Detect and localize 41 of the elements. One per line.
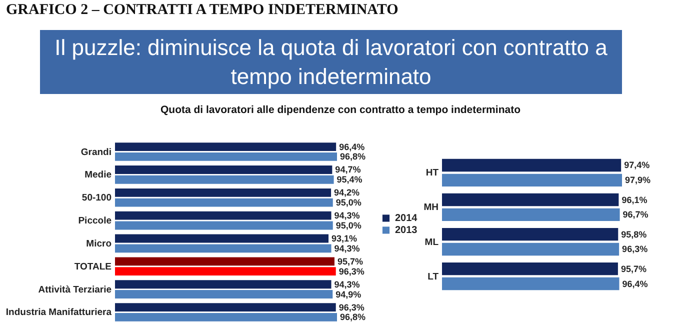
y-tick-label: MH [424, 202, 439, 214]
y-tick-label: Attività Terziarie [38, 284, 112, 296]
legend-label: 2014 [395, 213, 418, 224]
data-label: 96,7% [622, 210, 648, 220]
data-label: 95,8% [621, 229, 647, 240]
y-tick-label: Medie [84, 170, 112, 181]
data-label: 93,1% [332, 234, 358, 244]
data-label: 94,9% [336, 289, 362, 300]
y-tick-label: Industria Manifatturiera [6, 307, 112, 318]
data-label: 96,8% [340, 152, 366, 162]
data-label: 96,3% [338, 302, 364, 312]
y-tick-label: HT [426, 168, 439, 179]
data-label: 95,7% [337, 256, 364, 266]
data-label: 95,4% [336, 174, 362, 185]
data-label: 94,3% [334, 279, 360, 290]
chart-subtitle: Il puzzle: diminuisce la quota di lavoratori con contratto a tempo indeterminato [40, 30, 622, 94]
text: Quota di lavoratori alle dipendenze con contratto a tempo indeterminato [160, 104, 522, 116]
y-tick-label: TOTALE [74, 261, 112, 272]
data-label: 94,3% [334, 243, 360, 254]
data-label: 95,0% [336, 198, 362, 208]
y-tick-label: Grandi [80, 146, 112, 158]
y-tick-label: Piccole [78, 216, 112, 227]
data-label: 96,3% [622, 244, 648, 254]
chart-title: GRAFICO 2 – CONTRATTI A TEMPO INDETERMINATO [6, 2, 398, 19]
data-label: 96,3% [338, 266, 364, 276]
y-tick-label: 50-100 [82, 192, 112, 204]
legend-label: 2013 [395, 225, 418, 236]
data-label: 97,4% [624, 160, 650, 170]
data-label: 97,9% [625, 175, 651, 186]
y-tick-label: Micro [86, 238, 112, 250]
data-label: 96,4% [339, 142, 365, 152]
data-label: 95,7% [620, 264, 646, 274]
data-label: 96,8% [340, 312, 366, 322]
data-label: 96,1% [622, 194, 648, 205]
y-tick-label: LT [428, 271, 439, 282]
data-label: 94,7% [335, 164, 361, 175]
data-label: 94,3% [334, 210, 360, 221]
data-label: 94,2% [334, 188, 360, 198]
data-label: 95,0% [336, 220, 362, 230]
data-label: 96,4% [622, 278, 648, 289]
y-tick-label: ML [424, 236, 439, 248]
